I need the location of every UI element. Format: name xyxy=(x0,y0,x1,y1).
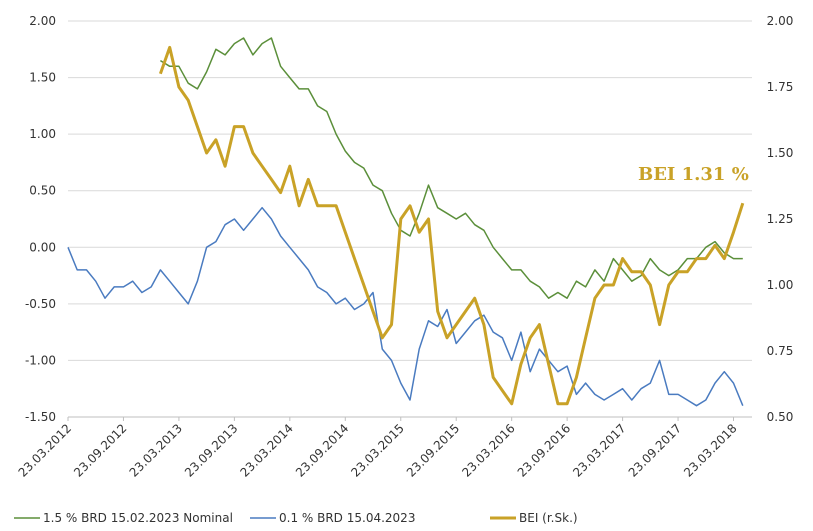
x-tick-label: 23.09.2013 xyxy=(182,421,240,479)
y-tick-label: 0.50 xyxy=(29,184,56,198)
y-tick-label: -0.50 xyxy=(25,297,56,311)
y-tick-label: 1.00 xyxy=(29,127,56,141)
y2-tick-label: 2.00 xyxy=(767,14,794,28)
y2-tick-label: 0.50 xyxy=(767,410,794,424)
series-line xyxy=(160,37,743,299)
y-tick-label: -1.50 xyxy=(25,410,56,424)
y-tick-label: 0.00 xyxy=(29,240,56,254)
x-tick-label: 23.03.2016 xyxy=(459,421,517,479)
y-tick-label: -1.00 xyxy=(25,353,56,367)
y-tick-label: 2.00 xyxy=(29,14,56,28)
x-tick-label: 23.09.2016 xyxy=(515,421,573,479)
x-tick-label: 23.03.2018 xyxy=(681,421,739,479)
y2-tick-label: 0.75 xyxy=(767,344,794,358)
legend-label: BEI (r.Sk.) xyxy=(519,511,578,525)
x-tick-label: 23.03.2012 xyxy=(16,421,74,479)
x-tick-label: 23.03.2014 xyxy=(237,421,295,479)
y2-tick-label: 1.75 xyxy=(767,80,794,94)
legend-label: 0.1 % BRD 15.04.2023 xyxy=(279,511,415,525)
y-tick-label: 1.50 xyxy=(29,71,56,85)
y2-tick-label: 1.00 xyxy=(767,278,794,292)
x-tick-label: 23.03.2017 xyxy=(570,421,628,479)
y2-tick-label: 1.25 xyxy=(767,212,794,226)
y2-tick-label: 1.50 xyxy=(767,146,794,160)
x-tick-label: 23.09.2017 xyxy=(626,421,684,479)
x-tick-label: 23.03.2015 xyxy=(348,421,406,479)
x-tick-label: 23.09.2012 xyxy=(71,421,129,479)
series-line xyxy=(67,206,744,407)
x-tick-label: 23.03.2013 xyxy=(127,421,185,479)
x-tick-label: 23.09.2015 xyxy=(404,421,462,479)
series-line xyxy=(158,45,745,406)
annotation: BEI 1.31 % xyxy=(638,164,749,185)
legend-label: 1.5 % BRD 15.02.2023 Nominal xyxy=(43,511,233,525)
x-tick-label: 23.09.2014 xyxy=(293,421,351,479)
